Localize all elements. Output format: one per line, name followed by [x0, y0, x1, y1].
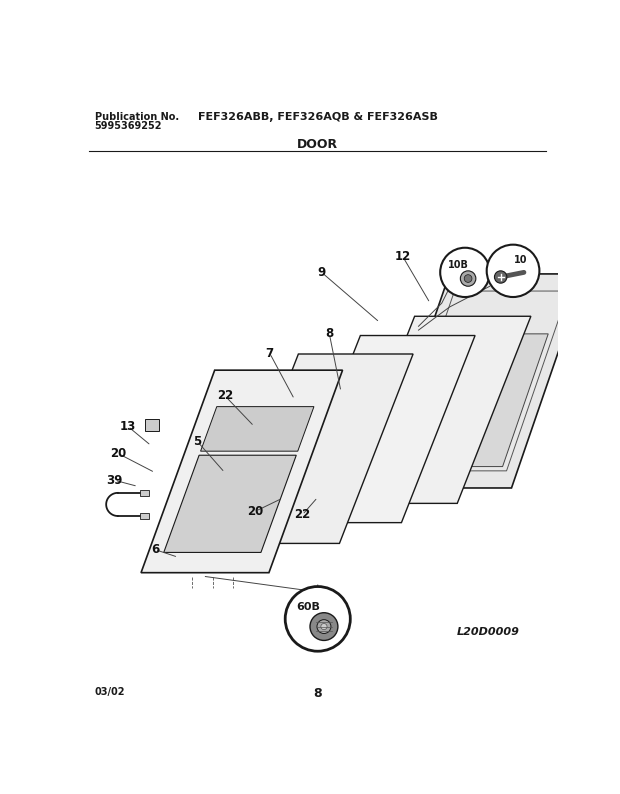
- Text: 9: 9: [317, 266, 326, 279]
- Text: 13: 13: [120, 420, 136, 433]
- Text: 10: 10: [514, 255, 528, 265]
- Text: L20D0009: L20D0009: [456, 626, 520, 637]
- Text: 60B: 60B: [296, 602, 321, 611]
- Text: Publication No.: Publication No.: [94, 112, 179, 122]
- Polygon shape: [201, 407, 314, 451]
- Text: 12: 12: [395, 250, 411, 264]
- Polygon shape: [140, 490, 149, 496]
- Polygon shape: [164, 455, 296, 553]
- Text: 03/02: 03/02: [94, 687, 125, 696]
- Text: 10B: 10B: [448, 260, 469, 270]
- Circle shape: [321, 623, 327, 630]
- Circle shape: [440, 248, 490, 297]
- Circle shape: [285, 587, 350, 651]
- Text: 5: 5: [193, 435, 202, 449]
- Text: FEF326ABB, FEF326AQB & FEF326ASB: FEF326ABB, FEF326AQB & FEF326ASB: [198, 112, 438, 122]
- Text: 7: 7: [265, 347, 274, 360]
- Text: 22: 22: [294, 508, 311, 522]
- Polygon shape: [224, 354, 413, 543]
- Polygon shape: [145, 418, 159, 431]
- Polygon shape: [376, 274, 585, 488]
- Polygon shape: [341, 316, 531, 503]
- Polygon shape: [140, 513, 149, 519]
- Text: 8: 8: [314, 687, 322, 700]
- Circle shape: [487, 245, 539, 297]
- Text: 22: 22: [216, 389, 233, 402]
- Polygon shape: [399, 333, 548, 467]
- Circle shape: [317, 619, 331, 634]
- Circle shape: [460, 271, 476, 287]
- Circle shape: [310, 613, 338, 641]
- Text: DOOR: DOOR: [297, 137, 339, 151]
- Text: 39: 39: [107, 474, 123, 487]
- Text: 20: 20: [247, 504, 264, 518]
- Polygon shape: [286, 336, 475, 522]
- Circle shape: [495, 271, 507, 283]
- Polygon shape: [141, 370, 342, 572]
- Text: 6: 6: [151, 543, 159, 556]
- Text: 8: 8: [326, 327, 334, 341]
- Text: 5995369252: 5995369252: [94, 121, 162, 132]
- Circle shape: [464, 275, 472, 283]
- Text: eReplacementParts.com: eReplacementParts.com: [241, 420, 394, 433]
- Text: 20: 20: [110, 447, 126, 460]
